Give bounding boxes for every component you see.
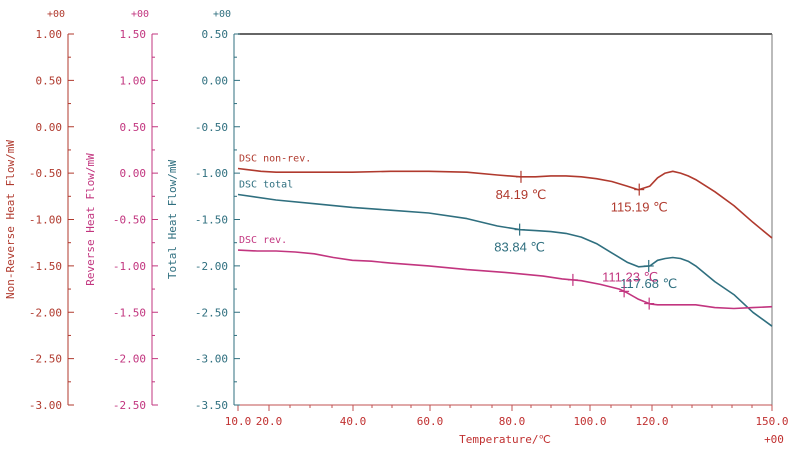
x-tick-label: 20.0: [256, 415, 283, 428]
y-tick-label-rev: 0.50: [120, 121, 147, 134]
y-tick-label-total: -3.50: [195, 399, 228, 412]
y-tick-label-nonrev: -2.00: [29, 306, 62, 319]
y-tick-label-total: -1.00: [195, 167, 228, 180]
x-tick-label: 10.0: [225, 415, 252, 428]
y-tick-label-nonrev: -3.00: [29, 399, 62, 412]
annotation-label: 111.23 ℃: [602, 269, 658, 284]
y-tick-label-rev: -0.50: [113, 214, 146, 227]
y-tick-label-rev: -1.50: [113, 306, 146, 319]
x-tick-label: 40.0: [340, 415, 367, 428]
y-axis-title-total: Total Heat Flow/mW: [166, 160, 179, 280]
y-tick-label-total: 0.50: [202, 28, 229, 41]
x-axis-exponent: +00: [764, 433, 784, 446]
x-tick-label: 150.0: [755, 415, 788, 428]
y-tick-label-nonrev: -1.00: [29, 214, 62, 227]
x-tick-label: 120.0: [635, 415, 668, 428]
y-axis-title-nonrev: Non-Reverse Heat Flow/mW: [4, 140, 17, 299]
annotation-label: 115.19 ℃: [611, 200, 668, 215]
annotation-label: 84.19 ℃: [496, 187, 547, 202]
x-tick-label: 100.0: [573, 415, 606, 428]
y-tick-label-total: -1.50: [195, 214, 228, 227]
y-tick-label-total: 0.00: [202, 74, 229, 87]
y-tick-label-nonrev: 0.00: [36, 121, 63, 134]
y-tick-label-nonrev: -0.50: [29, 167, 62, 180]
y-tick-label-rev: -2.00: [113, 353, 146, 366]
y-tick-label-rev: 1.50: [120, 28, 147, 41]
y-tick-label-nonrev: -1.50: [29, 260, 62, 273]
series-label: DSC total: [239, 179, 293, 190]
y-tick-label-nonrev: 1.00: [36, 28, 63, 41]
y-tick-label-total: -0.50: [195, 121, 228, 134]
y-tick-label-rev: -2.50: [113, 399, 146, 412]
y-axis-exponent-nonrev: +00: [47, 9, 65, 20]
y-tick-label-total: -3.00: [195, 353, 228, 366]
series-line-dsc-total: [237, 193, 773, 327]
series-label: DSC rev.: [239, 235, 287, 246]
x-axis-title: Temperature/℃: [459, 433, 551, 446]
y-tick-label-nonrev: -2.50: [29, 353, 62, 366]
series-line-dsc-rev-: [237, 249, 773, 310]
y-axis-title-rev: Reverse Heat Flow/mW: [84, 153, 97, 286]
series-line-dsc-non-rev-: [237, 167, 773, 239]
series-label: DSC non-rev.: [239, 153, 311, 164]
y-tick-label-rev: 1.00: [120, 74, 147, 87]
y-tick-label-rev: -1.00: [113, 260, 146, 273]
y-tick-label-nonrev: 0.50: [36, 74, 63, 87]
y-tick-label-rev: 0.00: [120, 167, 147, 180]
y-tick-label-total: -2.50: [195, 306, 228, 319]
y-axis-exponent-total: +00: [213, 9, 231, 20]
x-tick-label: 80.0: [499, 415, 526, 428]
annotation-label: 83.84 ℃: [494, 240, 545, 255]
y-tick-label-total: -2.00: [195, 260, 228, 273]
x-tick-label: 60.0: [417, 415, 444, 428]
annotation-label: 117.68 ℃: [620, 276, 677, 291]
y-axis-exponent-rev: +00: [131, 9, 149, 20]
